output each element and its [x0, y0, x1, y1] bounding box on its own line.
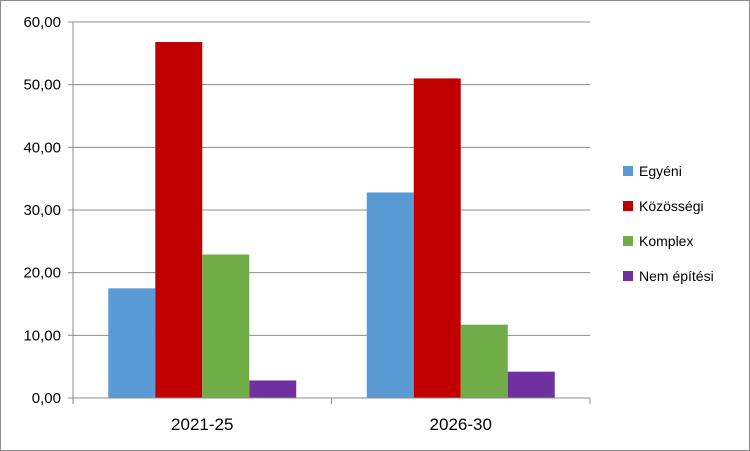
bar-közösségi-2026-30: [413, 78, 461, 399]
bar-komplex-2021-25: [202, 254, 250, 398]
y-tick-label: 0,00: [32, 390, 61, 407]
legend-swatch: [623, 201, 633, 211]
legend-label: Egyéni: [639, 163, 682, 179]
legend-swatch: [623, 271, 633, 281]
legend-label: Komplex: [639, 233, 693, 249]
y-tick-label: 30,00: [23, 202, 61, 219]
y-tick-label: 40,00: [23, 139, 61, 156]
legend: Egyéni Közösségi Komplex Nem építési: [623, 163, 714, 284]
bar-nem-építési-2026-30: [507, 371, 555, 398]
bar-nem-építési-2021-25: [249, 380, 297, 398]
x-tick-label: 2026-30: [430, 415, 492, 434]
legend-label: Közösségi: [639, 198, 704, 214]
legend-swatch: [623, 236, 633, 246]
legend-label: Nem építési: [639, 268, 714, 284]
bars: [108, 42, 555, 399]
y-tick-label: 10,00: [23, 327, 61, 344]
bar-komplex-2026-30: [460, 324, 508, 398]
x-tick-labels: 2021-25 2026-30: [171, 415, 492, 434]
bar-egyéni-2026-30: [366, 192, 414, 398]
bar-egyéni-2021-25: [108, 288, 156, 398]
bar-közösségi-2021-25: [155, 42, 203, 398]
x-tick-label: 2021-25: [171, 415, 233, 434]
y-tick-labels: 0,00 10,00 20,00 30,00 40,00 50,00 60,00: [23, 14, 61, 407]
legend-swatch: [623, 166, 633, 176]
axes: [68, 21, 591, 404]
y-tick-label: 20,00: [23, 265, 61, 282]
y-tick-label: 50,00: [23, 77, 61, 94]
y-tick-label: 60,00: [23, 14, 61, 31]
